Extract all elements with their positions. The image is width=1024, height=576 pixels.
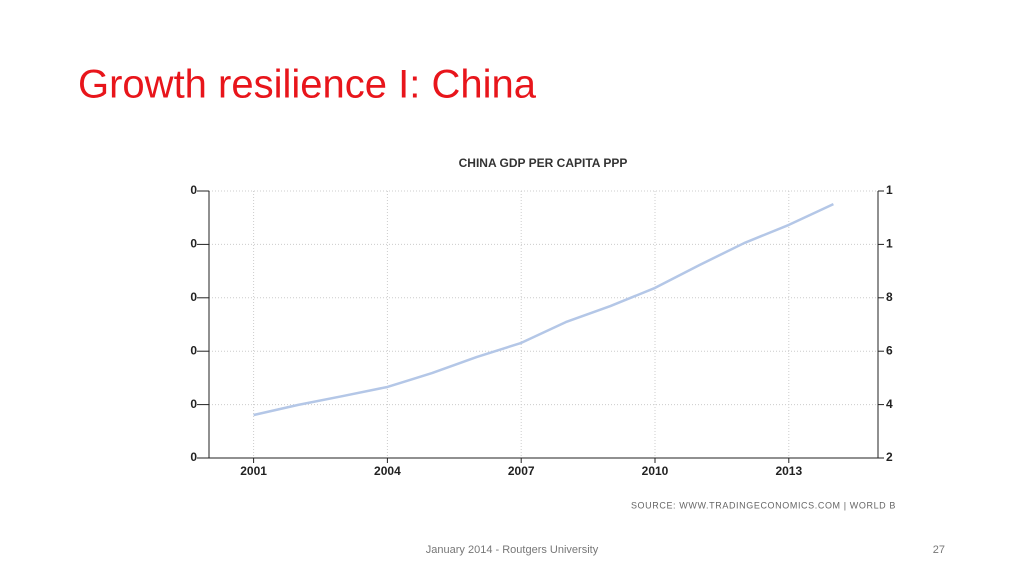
x-tick-label: 2001 bbox=[240, 464, 267, 478]
y-tick-label: 0 bbox=[190, 450, 197, 464]
y-tick-label: 0 bbox=[190, 343, 197, 357]
chart-source: SOURCE: WWW.TRADINGECONOMICS.COM | WORLD… bbox=[631, 500, 896, 510]
y-tick-label: 0 bbox=[190, 290, 197, 304]
y2-tick-label: 1 bbox=[886, 237, 893, 251]
page-number: 27 bbox=[933, 544, 945, 556]
x-tick-label: 2007 bbox=[508, 464, 535, 478]
data-line bbox=[253, 202, 834, 417]
x-tick-label: 2004 bbox=[374, 464, 401, 478]
y-tick-label: 0 bbox=[190, 183, 197, 197]
y2-tick-label: 8 bbox=[886, 290, 893, 304]
y-tick-label: 0 bbox=[190, 397, 197, 411]
x-tick-label: 2013 bbox=[775, 464, 802, 478]
y-tick-label: 0 bbox=[190, 237, 197, 251]
slide-title: Growth resilience I: China bbox=[78, 63, 537, 107]
chart-title: CHINA GDP PER CAPITA PPP bbox=[459, 156, 628, 170]
y2-tick-label: 2 bbox=[886, 450, 893, 464]
x-tick-label: 2010 bbox=[642, 464, 669, 478]
slide-footer: January 2014 - Routgers University bbox=[426, 544, 599, 556]
y2-tick-label: 1 bbox=[886, 183, 893, 197]
y2-tick-label: 6 bbox=[886, 343, 893, 357]
y2-tick-label: 4 bbox=[886, 397, 893, 411]
